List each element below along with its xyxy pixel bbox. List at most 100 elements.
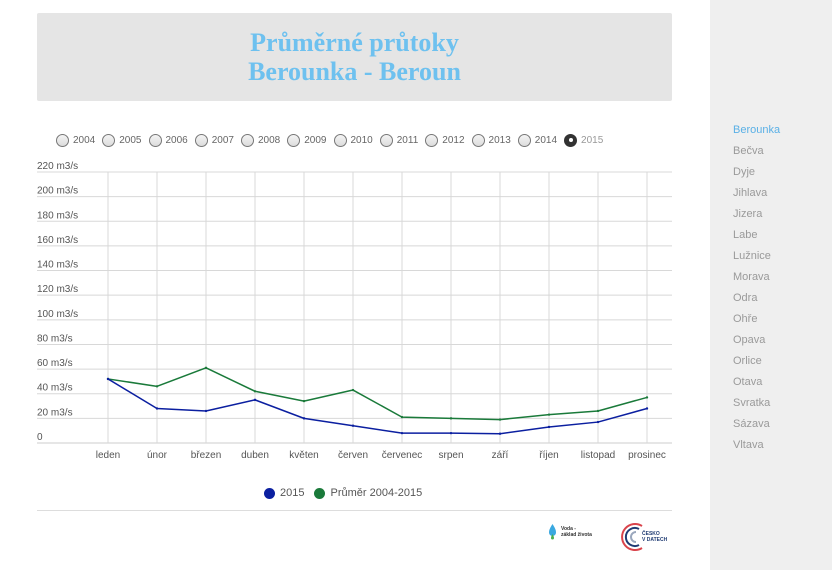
year-label-2007: 2007 bbox=[211, 134, 234, 146]
data-point bbox=[351, 424, 355, 427]
year-radio-2011[interactable] bbox=[379, 133, 393, 147]
cesko-logo-line-2: V DATECH bbox=[642, 537, 668, 543]
river-item[interactable]: Sázava bbox=[733, 418, 770, 430]
bottom-divider bbox=[37, 510, 672, 511]
data-point bbox=[204, 409, 208, 413]
year-label-2004: 2004 bbox=[73, 134, 96, 146]
data-point bbox=[204, 366, 208, 370]
y-tick-label: 100 m3/s bbox=[37, 309, 78, 320]
x-tick-label: září bbox=[492, 450, 509, 461]
data-point bbox=[351, 388, 355, 392]
year-option-2013[interactable]: 2013 bbox=[471, 133, 511, 147]
data-point bbox=[645, 407, 649, 410]
year-radio-2008[interactable] bbox=[241, 133, 254, 147]
year-radio-2014[interactable] bbox=[517, 133, 531, 147]
river-item[interactable]: Jihlava bbox=[733, 187, 768, 199]
data-point bbox=[645, 396, 649, 399]
legend-item[interactable]: 2015 bbox=[264, 487, 304, 499]
year-radio-2007[interactable] bbox=[194, 133, 208, 147]
river-item[interactable]: Labe bbox=[733, 229, 758, 241]
voda-logo-line-2: základ života bbox=[561, 532, 592, 538]
legend-label: 2015 bbox=[280, 487, 305, 499]
year-label-2013: 2013 bbox=[488, 134, 511, 146]
legend-marker bbox=[264, 487, 275, 499]
year-label-2009: 2009 bbox=[304, 134, 327, 146]
year-option-2014[interactable]: 2014 bbox=[517, 133, 558, 147]
year-radio-2004[interactable] bbox=[56, 133, 69, 147]
y-tick-label: 20 m3/s bbox=[37, 407, 73, 418]
river-item[interactable]: Morava bbox=[733, 271, 770, 283]
year-option-2005[interactable]: 2005 bbox=[102, 133, 142, 147]
river-item[interactable]: Orlice bbox=[733, 355, 762, 367]
data-point bbox=[155, 407, 159, 410]
year-radio-2015[interactable] bbox=[564, 133, 578, 147]
chart-title-line-2: Berounka - Beroun bbox=[248, 57, 461, 86]
river-item[interactable]: Svratka bbox=[733, 397, 771, 409]
river-sidebar: Berounka Bečva Dyje Jihlava Jizera Labe Lužnic… bbox=[710, 0, 832, 570]
data-point bbox=[400, 415, 404, 419]
year-option-2008[interactable]: 2008 bbox=[241, 133, 280, 147]
y-tick-label: 140 m3/s bbox=[37, 260, 78, 271]
river-item[interactable]: Odra bbox=[733, 292, 758, 304]
chart-legend: 2015 Průměr 2004-2015 bbox=[264, 487, 432, 499]
year-radio-2005[interactable] bbox=[102, 133, 116, 147]
river-item[interactable]: Ohře bbox=[733, 313, 758, 325]
legend-item[interactable]: Průměr 2004-2015 bbox=[314, 487, 422, 499]
data-point bbox=[155, 385, 159, 388]
river-item[interactable]: Opava bbox=[733, 334, 766, 346]
year-option-2010[interactable]: 2010 bbox=[333, 133, 373, 147]
y-tick-label: 180 m3/s bbox=[37, 210, 78, 221]
year-radio-2012[interactable] bbox=[425, 133, 439, 147]
year-option-2011[interactable]: 2011 bbox=[379, 133, 418, 147]
y-tick-label: 0 bbox=[37, 432, 43, 443]
year-radio-2013[interactable] bbox=[471, 133, 485, 147]
x-tick-label: únor bbox=[147, 450, 168, 461]
year-label-2014: 2014 bbox=[534, 134, 558, 146]
year-option-2004[interactable]: 2004 bbox=[56, 133, 96, 147]
year-option-2012[interactable]: 2012 bbox=[425, 133, 465, 147]
y-tick-label: 220 m3/s bbox=[37, 161, 78, 172]
year-label-2010: 2010 bbox=[350, 134, 373, 146]
data-point bbox=[498, 432, 502, 435]
river-item[interactable]: Bečva bbox=[733, 145, 764, 157]
y-tick-label: 40 m3/s bbox=[37, 383, 73, 394]
cesko-v-datech-logo-icon bbox=[621, 523, 643, 551]
year-option-2006[interactable]: 2006 bbox=[148, 133, 188, 147]
data-point bbox=[596, 409, 600, 413]
data-point bbox=[253, 398, 257, 402]
river-item[interactable]: Dyje bbox=[733, 166, 756, 178]
x-tick-label: srpen bbox=[438, 450, 463, 461]
x-tick-label: říjen bbox=[539, 450, 558, 461]
river-item[interactable]: Otava bbox=[733, 376, 763, 388]
river-item[interactable]: Berounka bbox=[733, 124, 781, 136]
x-tick-label: červen bbox=[338, 450, 368, 461]
year-label-2005: 2005 bbox=[119, 134, 142, 146]
river-item[interactable]: Vltava bbox=[733, 439, 764, 451]
year-option-2007[interactable]: 2007 bbox=[194, 133, 234, 147]
year-label-2015: 2015 bbox=[581, 134, 604, 146]
line-chart: 0 20 m3/s 40 m3/s 60 m3/s 80 m3/s 100 m3/s 120… bbox=[37, 161, 672, 461]
series-line bbox=[107, 367, 648, 421]
data-point bbox=[400, 431, 404, 435]
year-radio-2009[interactable] bbox=[287, 133, 301, 147]
river-item[interactable]: Jizera bbox=[733, 208, 763, 220]
y-tick-label: 160 m3/s bbox=[37, 235, 78, 246]
year-label-2012: 2012 bbox=[442, 134, 465, 146]
voda-logo-line-1: Voda - bbox=[561, 526, 576, 532]
year-option-2015[interactable]: 2015 bbox=[564, 133, 604, 147]
year-radio-2006[interactable] bbox=[148, 133, 162, 147]
data-point bbox=[302, 417, 306, 420]
data-point bbox=[106, 377, 110, 381]
x-tick-label: duben bbox=[241, 450, 269, 461]
data-point bbox=[449, 431, 453, 435]
river-item[interactable]: Lužnice bbox=[733, 250, 771, 262]
y-tick-label: 80 m3/s bbox=[37, 333, 73, 344]
data-point bbox=[449, 417, 453, 420]
year-radio-2010[interactable] bbox=[333, 133, 347, 147]
chart-title-line-1: Průměrné průtoky bbox=[250, 28, 459, 57]
cesko-logo-text: ČESKO V DATECH bbox=[642, 531, 667, 543]
year-option-2009[interactable]: 2009 bbox=[287, 133, 327, 147]
x-tick-label: leden bbox=[96, 450, 120, 461]
x-tick-label: červenec bbox=[382, 450, 423, 461]
chart-title-box: Průměrné průtoky Berounka - Beroun bbox=[37, 13, 672, 101]
